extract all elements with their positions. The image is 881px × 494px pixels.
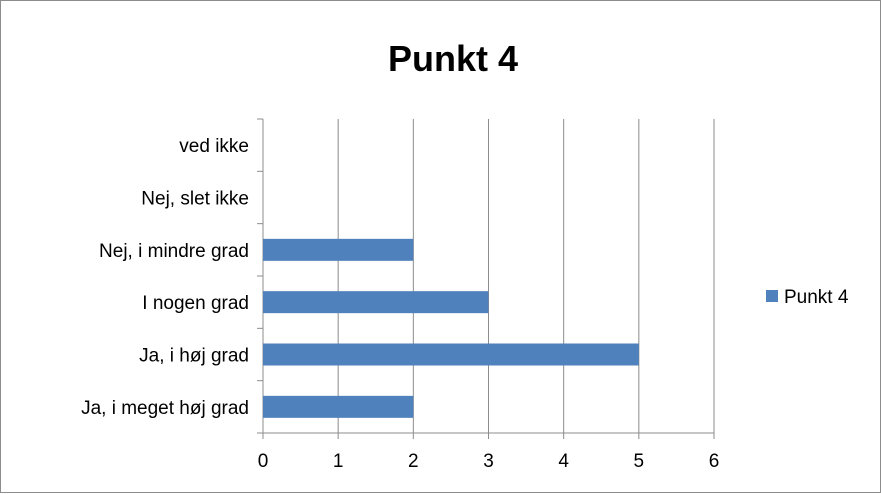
chart-title: Punkt 4: [388, 38, 518, 79]
y-tick-label-3: I nogen grad: [142, 293, 249, 314]
y-tick-label-2: Ja, i høj grad: [139, 346, 249, 367]
legend-swatch: [766, 290, 778, 302]
bar-2: [263, 343, 639, 366]
x-tick-label-1: 1: [333, 451, 344, 472]
y-tick-label-1: Ja, i meget høj grad: [81, 398, 249, 419]
y-tick-label-4: Nej, i mindre grad: [99, 241, 249, 262]
bar-3: [263, 291, 489, 314]
bars: [263, 238, 639, 418]
y-tick-label-6: ved ikke: [179, 136, 249, 157]
x-tick-label-2: 2: [408, 451, 419, 472]
bar-4: [263, 238, 414, 261]
legend: Punkt 4: [766, 287, 849, 308]
x-tick-label-3: 3: [483, 451, 494, 472]
x-tick-label-5: 5: [634, 451, 645, 472]
axes: [257, 118, 715, 439]
bar-1: [263, 395, 414, 418]
tick-labels: 0 1 2 3 4 5 6 Ja, i meget høj grad Ja, i høj gra…: [81, 136, 719, 472]
y-tick-label-5: Nej, slet ikke: [141, 189, 249, 210]
legend-label: Punkt 4: [784, 287, 849, 308]
x-tick-label-0: 0: [258, 451, 269, 472]
x-tick-label-6: 6: [709, 451, 720, 472]
gridlines: [337, 119, 715, 433]
x-tick-label-4: 4: [558, 451, 569, 472]
